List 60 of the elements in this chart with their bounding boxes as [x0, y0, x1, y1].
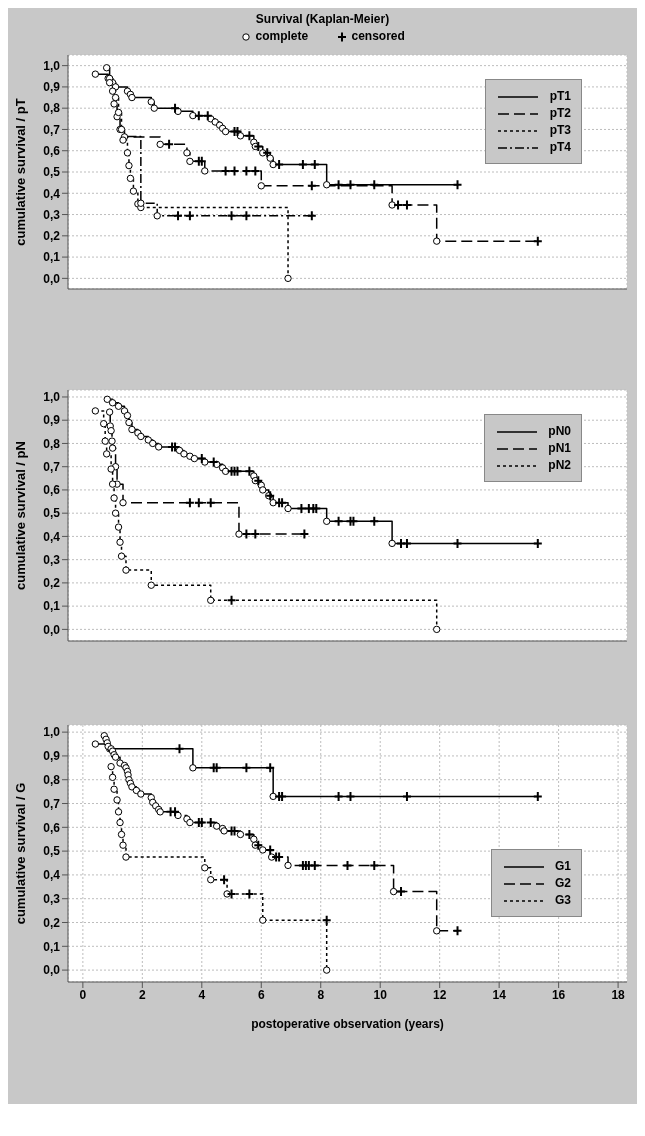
- y-tick-label: 0,4: [43, 186, 61, 201]
- y-tick-label: 0,6: [43, 820, 61, 835]
- x-tick-label: 12: [433, 987, 447, 1002]
- y-tick-label: 0,4: [43, 868, 61, 883]
- x-axis-title: postoperative observation (years): [251, 1017, 444, 1031]
- legend-label: pN1: [548, 441, 571, 455]
- x-tick-label: 16: [551, 987, 566, 1002]
- y-tick-label: 0,1: [43, 939, 61, 954]
- x-tick-label: 14: [492, 987, 507, 1002]
- y-tick-label: 1,0: [43, 58, 61, 73]
- x-tick-label: 4: [198, 987, 206, 1002]
- y-axis-title: cumulative survival / pT: [12, 98, 28, 246]
- y-tick-label: 0,5: [43, 844, 61, 859]
- y-tick-label: 0,6: [43, 483, 61, 498]
- y-tick-label: 0,9: [43, 749, 61, 764]
- legend-label: G3: [554, 893, 571, 907]
- y-tick-label: 0,8: [43, 436, 61, 451]
- y-tick-label: 0,0: [43, 271, 61, 286]
- y-tick-label: 0,7: [43, 122, 61, 137]
- legend-label: pT3: [549, 123, 571, 137]
- x-tick-label: 18: [611, 987, 626, 1002]
- y-tick-label: 0,8: [43, 772, 61, 787]
- y-tick-label: 0,7: [43, 459, 61, 474]
- x-tick-label: 6: [257, 987, 265, 1002]
- y-tick-label: 0,5: [43, 506, 61, 521]
- y-tick-label: 0,8: [43, 101, 61, 116]
- y-axis-title: cumulative survival / pN: [12, 441, 28, 590]
- x-tick-label: 8: [317, 987, 325, 1002]
- y-tick-label: 0,0: [43, 622, 61, 637]
- legend-label: pT2: [549, 106, 571, 120]
- y-tick-label: 0,4: [43, 529, 61, 544]
- y-tick-label: 0,9: [43, 80, 61, 95]
- y-tick-label: 0,9: [43, 413, 61, 428]
- y-tick-label: 0,7: [43, 796, 61, 811]
- y-tick-label: 0,2: [43, 915, 61, 930]
- legend-label: G2: [554, 876, 571, 890]
- y-axis-title: cumulative survival / G: [12, 782, 28, 925]
- legend-label: complete: [255, 29, 309, 43]
- legend-label: G1: [554, 859, 571, 873]
- y-tick-label: 0,6: [43, 143, 61, 158]
- y-tick-label: 0,5: [43, 165, 61, 180]
- legend-title: Survival (Kaplan-Meier): [254, 12, 391, 26]
- y-tick-label: 0,0: [43, 963, 61, 978]
- legend-label: pT4: [549, 140, 571, 154]
- y-tick-label: 0,3: [43, 891, 61, 906]
- y-tick-label: 0,1: [43, 599, 61, 614]
- x-tick-label: 0: [79, 987, 87, 1002]
- x-tick-label: 2: [138, 987, 146, 1002]
- y-tick-label: 0,2: [43, 229, 61, 244]
- legend-label: pN2: [548, 458, 571, 472]
- y-tick-label: 0,3: [43, 207, 61, 222]
- x-tick-label: 10: [373, 987, 388, 1002]
- legend-label: pT1: [549, 89, 571, 103]
- y-tick-label: 0,2: [43, 576, 61, 591]
- y-tick-label: 0,3: [43, 552, 61, 567]
- y-tick-label: 1,0: [43, 725, 61, 740]
- legend-label: censored: [351, 29, 405, 43]
- legend-label: pN0: [548, 424, 571, 438]
- y-tick-label: 1,0: [43, 390, 61, 405]
- y-tick-label: 0,1: [43, 250, 61, 265]
